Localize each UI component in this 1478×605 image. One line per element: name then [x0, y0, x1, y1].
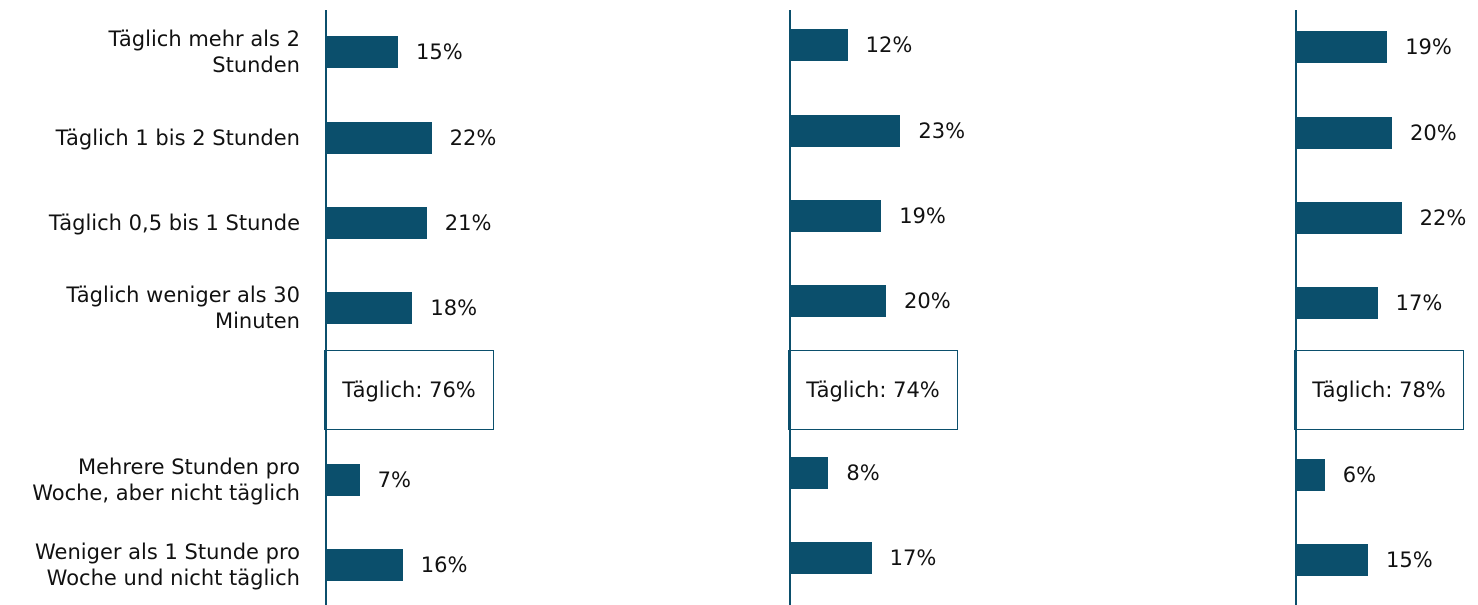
bar — [1296, 459, 1325, 491]
axis-line — [325, 10, 327, 605]
bar — [790, 29, 848, 61]
bar — [790, 457, 829, 489]
value-label: 20% — [1410, 121, 1457, 145]
value-label: 18% — [430, 296, 478, 320]
annotation-box: Täglich: 74% — [788, 350, 958, 430]
value-label: 7% — [377, 468, 411, 492]
category-label: Täglich mehr als 2 Stunden — [108, 27, 300, 77]
value-label: 15% — [1386, 548, 1433, 572]
value-label: 17% — [1395, 291, 1443, 315]
axis-line — [1295, 10, 1297, 605]
category-label: Mehrere Stunden pro Woche, aber nicht tä… — [32, 455, 300, 505]
value-label: 20% — [904, 289, 951, 313]
bar — [326, 122, 432, 154]
bar — [790, 200, 882, 232]
value-label: 19% — [899, 204, 946, 228]
bar — [790, 285, 886, 317]
annotation-box: Täglich: 76% — [324, 350, 494, 430]
value-label: 19% — [1405, 35, 1452, 59]
value-label: 15% — [416, 40, 463, 64]
category-label: Weniger als 1 Stunde pro Woche und nicht… — [35, 540, 300, 590]
bar — [1296, 202, 1402, 234]
bar — [326, 292, 413, 324]
annotation-box: Täglich: 78% — [1294, 350, 1464, 430]
category-label: Täglich weniger als 30 Minuten — [66, 283, 300, 333]
bar — [326, 207, 427, 239]
bar — [1296, 544, 1368, 576]
value-label: 16% — [420, 553, 468, 577]
value-label: 21% — [444, 211, 492, 235]
bar — [326, 464, 360, 496]
bar — [326, 36, 398, 68]
value-label: 6% — [1342, 463, 1377, 487]
value-label: 8% — [846, 461, 880, 485]
category-label: Täglich 1 bis 2 Stunden — [55, 126, 300, 150]
axis-line — [789, 10, 791, 605]
bar — [326, 549, 403, 581]
bar — [1296, 117, 1392, 149]
value-label: 17% — [889, 546, 937, 570]
value-label: 23% — [918, 119, 966, 143]
value-label: 22% — [449, 126, 497, 150]
bar — [790, 115, 901, 147]
value-label: 22% — [1419, 206, 1467, 230]
category-label: Täglich 0,5 bis 1 Stunde — [48, 211, 300, 235]
bar — [790, 542, 872, 574]
bar — [1296, 287, 1378, 319]
value-label: 12% — [865, 33, 913, 57]
bar — [1296, 31, 1388, 63]
